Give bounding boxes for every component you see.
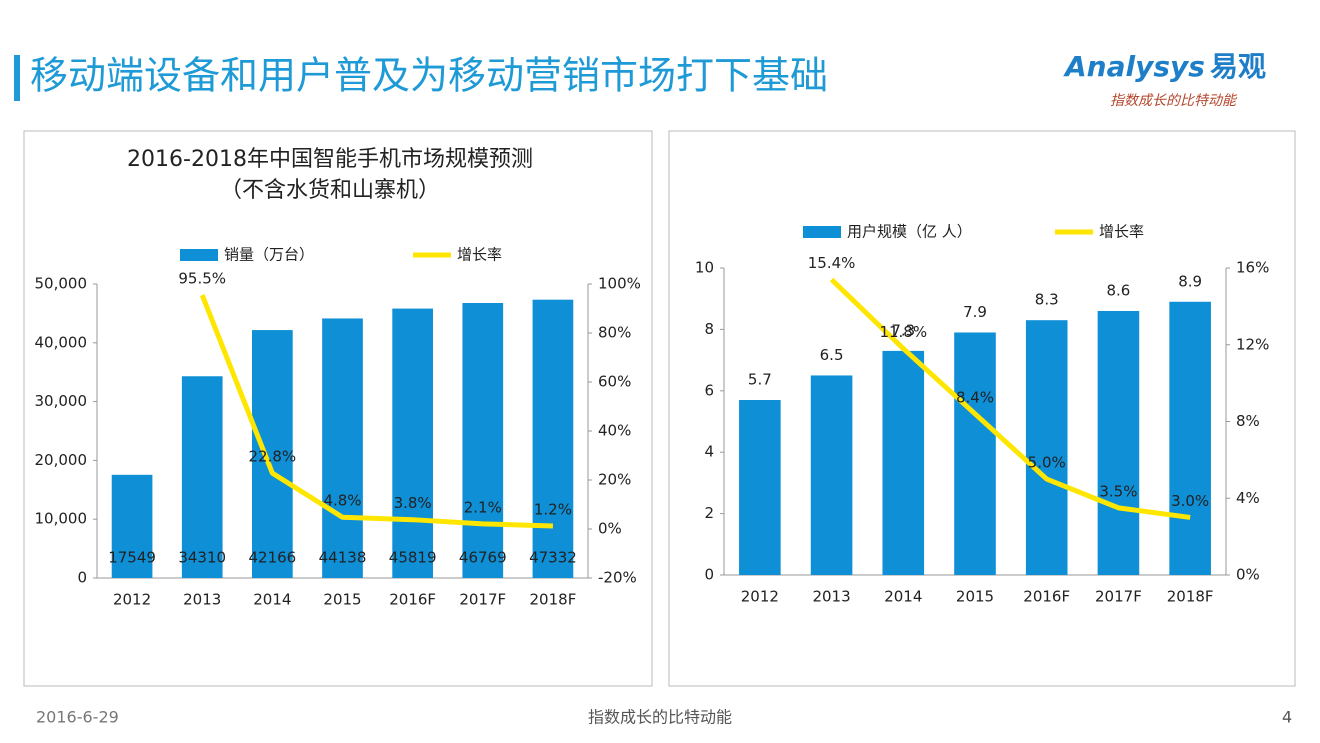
y-tick-label: 0 (704, 566, 714, 584)
footer-date: 2016-6-29 (36, 708, 119, 727)
y2-tick-label: 4% (1236, 489, 1260, 507)
logo-slogan: 指数成长的比特动能 (1110, 93, 1238, 109)
line-value-label: 22.8% (249, 448, 297, 466)
bar (954, 332, 996, 575)
bar-value-label: 46769 (459, 549, 507, 567)
line-value-label: 5.0% (1028, 454, 1066, 472)
line-value-label: 95.5% (178, 270, 226, 288)
x-tick-label: 2013 (183, 591, 221, 609)
y2-tick-label: 0% (598, 520, 622, 538)
x-tick-label: 2017F (459, 591, 506, 609)
x-tick-label: 2015 (956, 588, 994, 606)
y-tick-label: 10,000 (35, 510, 88, 528)
bar (1025, 320, 1068, 575)
x-tick-label: 2018F (1167, 588, 1214, 606)
y-tick-label: 6 (704, 381, 714, 399)
footer-page: 4 (1282, 708, 1292, 727)
chart-subtitle: （不含水货和山寨机） (220, 178, 440, 203)
y2-tick-label: 40% (598, 422, 631, 440)
y2-tick-label: -20% (598, 569, 637, 587)
line-value-label: 3.0% (1171, 492, 1209, 510)
x-tick-label: 2014 (253, 591, 291, 609)
bar-value-label: 44138 (319, 549, 367, 567)
x-tick-label: 2012 (113, 591, 151, 609)
bar-value-label: 34310 (178, 549, 226, 567)
x-tick-label: 2012 (741, 588, 779, 606)
bar-value-label: 6.5 (820, 346, 844, 364)
slide-title: 移动端设备和用户普及为移动营销市场打下基础 (30, 54, 828, 98)
bar-value-label: 7.9 (963, 303, 987, 321)
y-tick-label: 8 (704, 320, 714, 338)
line-value-label: 2.1% (464, 498, 502, 516)
bar-value-label: 47332 (529, 549, 577, 567)
footer-center: 指数成长的比特动能 (588, 708, 732, 727)
bar (181, 376, 223, 578)
y2-tick-label: 12% (1236, 335, 1269, 353)
bar (810, 375, 853, 575)
y-tick-label: 40,000 (35, 333, 88, 351)
legend-swatch (180, 249, 218, 261)
bar (532, 299, 574, 578)
legend-label: 用户规模（亿 人） (847, 223, 972, 241)
x-tick-label: 2014 (884, 588, 922, 606)
x-tick-label: 2015 (323, 591, 361, 609)
legend-label: 增长率 (457, 246, 502, 264)
line-value-label: 15.4% (808, 254, 856, 272)
bar (1169, 301, 1211, 575)
y-tick-label: 50,000 (35, 275, 88, 293)
x-tick-label: 2017F (1095, 588, 1142, 606)
chart-title: 2016-2018年中国智能手机市场规模预测 (127, 147, 533, 172)
line (829, 277, 1191, 520)
bar (322, 318, 363, 578)
line-value-label: 3.5% (1099, 482, 1137, 500)
bar (462, 302, 504, 578)
bar-value-label: 42166 (248, 549, 296, 567)
x-tick-label: 2013 (812, 588, 850, 606)
y2-tick-label: 60% (598, 373, 631, 391)
line (199, 294, 554, 529)
bar-value-label: 7.3 (891, 321, 915, 339)
x-tick-label: 2016F (389, 591, 436, 609)
legend-label: 增长率 (1099, 223, 1144, 241)
y2-tick-label: 8% (1236, 412, 1260, 430)
line-value-label: 8.4% (956, 388, 994, 406)
line-value-label: 3.8% (394, 494, 432, 512)
bar (882, 350, 925, 575)
bar-value-label: 5.7 (748, 371, 772, 389)
legend-label: 销量（万台） (224, 246, 314, 264)
y-tick-label: 4 (704, 443, 714, 461)
bar-value-label: 8.9 (1178, 272, 1202, 290)
bar (111, 474, 153, 578)
logo-brand: Analysys (1063, 50, 1205, 83)
bar (252, 330, 293, 578)
x-tick-label: 2018F (530, 591, 577, 609)
bar-value-label: 45819 (389, 549, 437, 567)
y-tick-label: 0 (77, 569, 87, 587)
y2-tick-label: 20% (598, 471, 631, 489)
bar (392, 308, 433, 578)
bar-value-label: 8.3 (1035, 291, 1059, 309)
y2-tick-label: 0% (1236, 566, 1260, 584)
title-accent (14, 55, 20, 101)
y-tick-label: 2 (704, 504, 714, 522)
y-tick-label: 30,000 (35, 392, 88, 410)
line-value-label: 1.2% (534, 501, 572, 519)
logo-name: 易观 (1210, 50, 1266, 83)
bar-value-label: 8.6 (1106, 281, 1130, 299)
y-tick-label: 20,000 (35, 451, 88, 469)
y2-tick-label: 80% (598, 324, 631, 342)
line-value-label: 4.8% (323, 492, 361, 510)
y2-tick-label: 100% (598, 275, 641, 293)
bar (1097, 310, 1140, 575)
bar-value-label: 17549 (108, 549, 156, 567)
bar (739, 400, 781, 575)
x-tick-label: 2016F (1023, 588, 1070, 606)
legend-swatch (803, 226, 841, 238)
y2-tick-label: 16% (1236, 259, 1269, 277)
y-tick-label: 10 (695, 259, 714, 277)
line-value-label: 11.8% (879, 323, 927, 341)
